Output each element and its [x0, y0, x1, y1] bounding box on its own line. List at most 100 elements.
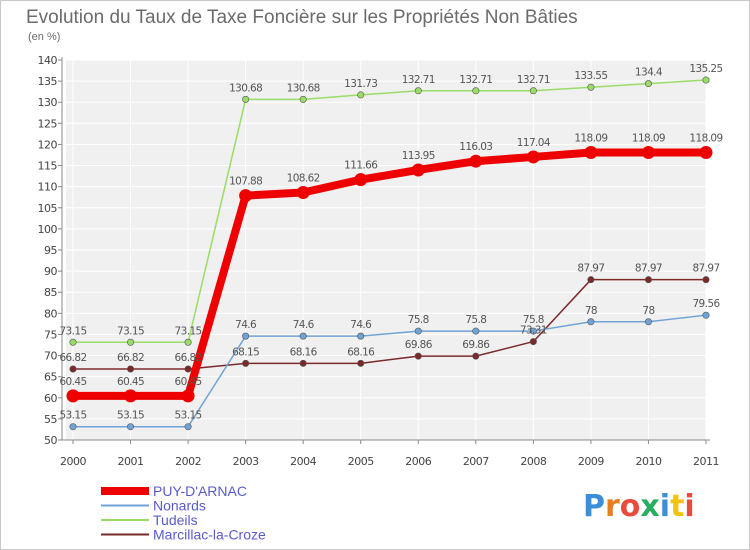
data-label: 74.6 — [293, 319, 315, 331]
chart-title: Evolution du Taux de Taxe Foncière sur l… — [26, 7, 578, 28]
data-label: 107.88 — [229, 176, 262, 188]
legend-label: Marcillac-la-Croze — [153, 527, 266, 543]
data-point — [299, 332, 307, 340]
data-point — [526, 150, 540, 164]
data-label: 66.82 — [59, 352, 86, 364]
x-tick-label: 2009 — [578, 455, 604, 468]
data-label: 73.15 — [117, 325, 144, 337]
legend-label: Tudeils — [153, 512, 198, 528]
y-tick-label: 50 — [44, 434, 57, 447]
legend-label: Nonards — [153, 498, 206, 514]
x-tick-label: 2001 — [118, 455, 144, 468]
logo-letter: t — [670, 489, 684, 524]
data-label: 118.09 — [632, 133, 665, 145]
y-tick-label: 130 — [38, 96, 58, 109]
data-point — [529, 338, 537, 346]
series-line-0 — [69, 148, 710, 400]
data-label: 68.16 — [290, 346, 318, 358]
data-point — [69, 338, 77, 346]
data-label: 53.15 — [59, 410, 86, 422]
data-point — [699, 146, 713, 160]
data-point — [354, 173, 368, 187]
data-point — [124, 389, 138, 403]
data-point — [702, 311, 710, 319]
logo-letter: i — [660, 489, 670, 524]
data-label: 132.71 — [517, 74, 550, 86]
data-point — [242, 332, 250, 340]
data-point — [414, 327, 422, 335]
data-label: 69.86 — [462, 339, 490, 351]
data-label: 73.31 — [520, 325, 547, 337]
data-point — [69, 365, 77, 373]
y-tick-label: 70 — [44, 350, 57, 363]
plot-area: 50 55 60 65 70 75 80 85 90 95 100 105 110 115 120 125 13… — [38, 54, 724, 468]
data-point — [641, 146, 655, 160]
y-tick-label: 95 — [44, 244, 57, 257]
data-label: 68.16 — [347, 346, 375, 358]
data-label: 75.8 — [465, 314, 486, 326]
data-label: 132.71 — [459, 74, 492, 86]
series-line-2 — [72, 79, 707, 344]
data-point — [242, 359, 250, 367]
y-tick-label: 125 — [38, 117, 58, 130]
data-label: 75.8 — [408, 314, 429, 326]
data-label: 60.45 — [59, 376, 86, 388]
data-point — [587, 276, 595, 284]
y-tick-label: 80 — [44, 307, 57, 320]
logo-letter: o — [620, 489, 641, 524]
data-point — [299, 359, 307, 367]
x-tick-label: 2007 — [463, 455, 489, 468]
data-label: 53.15 — [117, 410, 144, 422]
data-point — [184, 338, 192, 346]
data-label: 73.15 — [59, 325, 86, 337]
y-tick-label: 90 — [44, 265, 57, 278]
data-point — [411, 163, 425, 177]
data-point — [469, 154, 483, 168]
y-tick-label: 75 — [44, 328, 57, 341]
y-tick-label: 85 — [44, 286, 57, 299]
data-point — [472, 327, 480, 335]
data-label: 130.68 — [229, 82, 262, 94]
y-tick-label: 60 — [44, 392, 57, 405]
data-label: 116.03 — [459, 141, 492, 153]
y-tick-label: 105 — [38, 202, 58, 215]
data-point — [472, 352, 480, 360]
data-point — [69, 423, 77, 431]
data-label: 74.6 — [235, 319, 257, 331]
data-point — [529, 87, 537, 95]
data-point — [299, 95, 307, 103]
proxiti-logo: Proxiti — [583, 489, 695, 524]
logo-letter: i — [684, 489, 694, 524]
data-point — [357, 359, 365, 367]
data-point — [357, 332, 365, 340]
data-point — [184, 423, 192, 431]
y-tick-label: 120 — [38, 138, 58, 151]
data-point — [127, 338, 135, 346]
x-tick-label: 2005 — [348, 455, 374, 468]
y-tick-label: 110 — [38, 181, 58, 194]
x-tick-label: 2010 — [635, 455, 661, 468]
data-point — [529, 327, 537, 335]
data-point — [66, 389, 80, 403]
logo-letter: P — [583, 489, 605, 524]
data-label: 118.09 — [689, 133, 722, 145]
data-label: 68.15 — [232, 346, 259, 358]
data-label: 74.6 — [350, 319, 372, 331]
y-tick-label: 115 — [38, 160, 58, 173]
data-point — [414, 352, 422, 360]
legend-label: PUY-D'ARNAC — [153, 483, 247, 499]
y-tick-label: 55 — [44, 413, 57, 426]
data-label: 73.15 — [175, 325, 202, 337]
data-label: 53.15 — [175, 410, 202, 422]
data-point — [357, 91, 365, 99]
data-point — [296, 185, 310, 199]
logo-text: Proxiti — [583, 489, 695, 524]
y-axis-label: (en %) — [28, 31, 60, 43]
x-tick-label: 2000 — [60, 455, 86, 468]
data-label: 78 — [642, 305, 654, 317]
data-label: 79.56 — [692, 298, 720, 310]
data-point — [644, 276, 652, 284]
data-point — [242, 95, 250, 103]
data-label: 66.82 — [175, 352, 202, 364]
